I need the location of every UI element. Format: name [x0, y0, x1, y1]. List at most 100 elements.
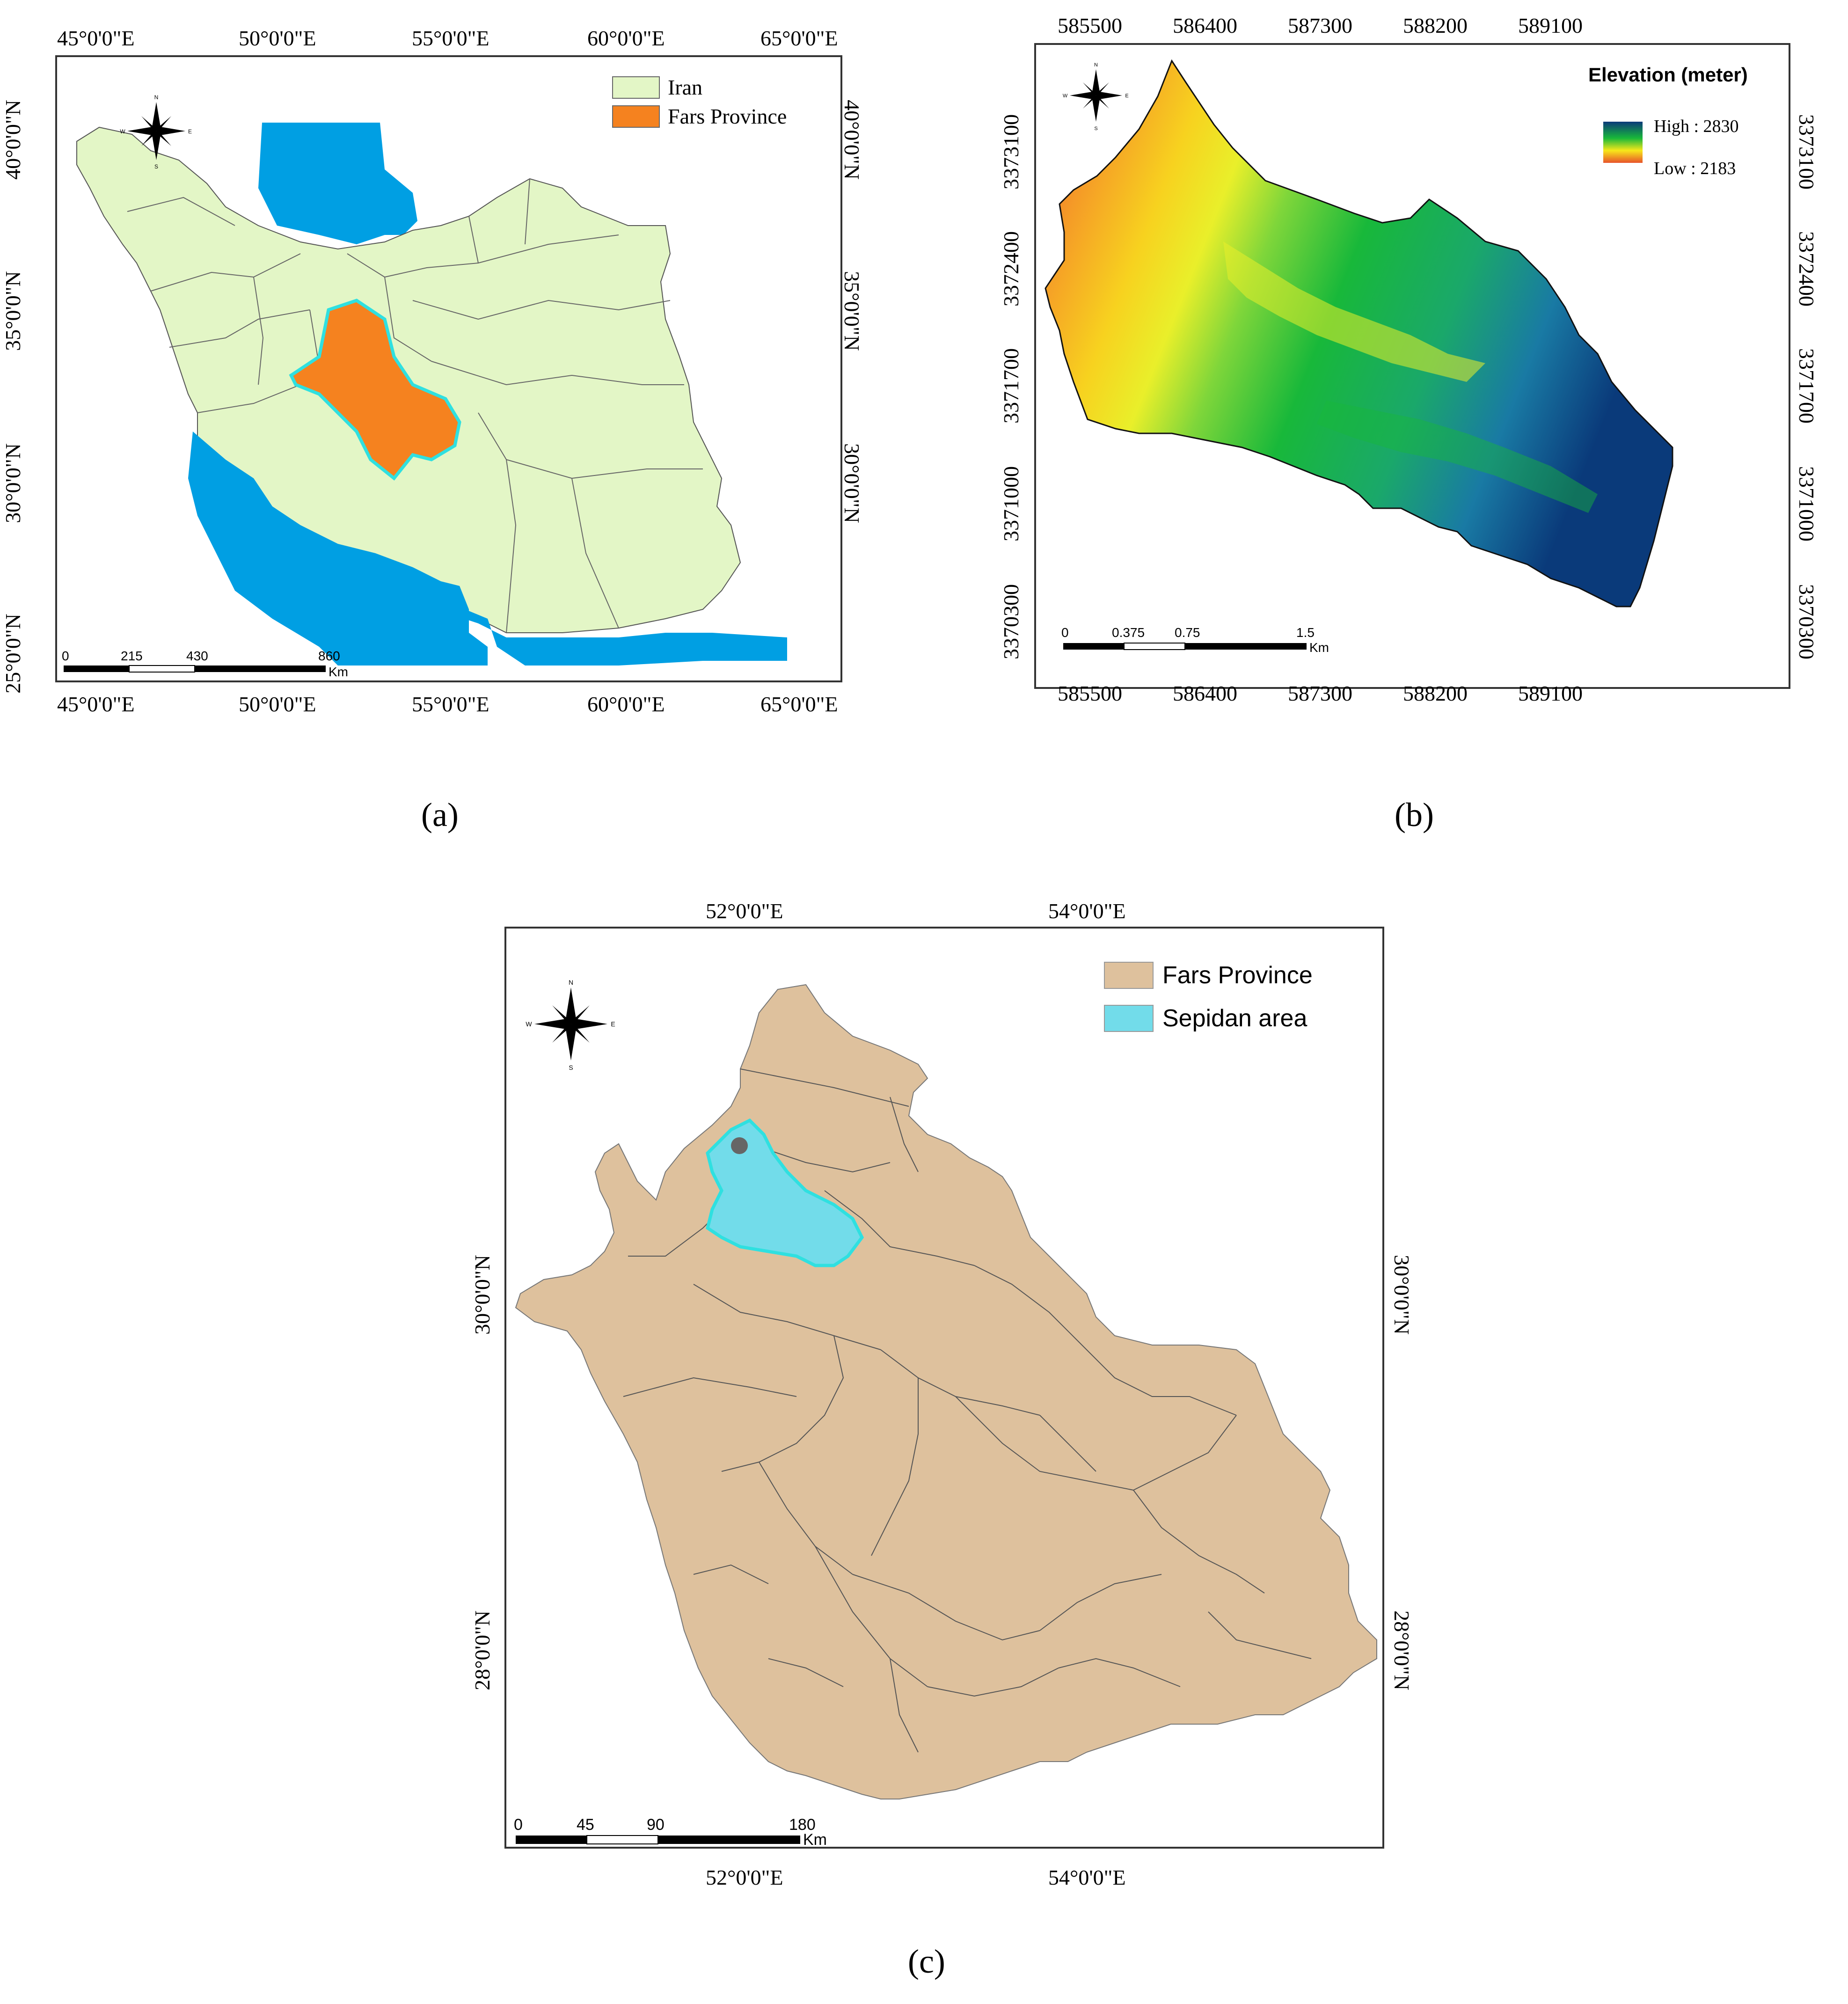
scale-label: 0.75 [1175, 625, 1200, 640]
y-tick-left: 3371700 [999, 348, 1023, 424]
valley-band [1223, 241, 1485, 382]
legend-high: High : 2830 [1654, 117, 1739, 136]
elevation-legend-ramp [1603, 122, 1643, 163]
ridge-band [1317, 401, 1598, 513]
compass-rose-icon: N S E W [120, 94, 192, 170]
lat-tick-right: 30°0'0"N [840, 443, 864, 523]
lat-tick-right: 40°0'0"N [840, 100, 864, 180]
scale-label: 0.375 [1112, 625, 1145, 640]
scale-label: 180 [789, 1816, 816, 1834]
elevation-map: N S E W [1045, 59, 1673, 650]
caption-b: (b) [1395, 796, 1434, 834]
scale-bar-a [64, 665, 326, 673]
scale-bar-b [1063, 643, 1307, 650]
x-tick-top: 588200 [1403, 14, 1468, 37]
scale-unit: Km [803, 1831, 827, 1849]
lon-tick-top: 55°0'0"E [412, 26, 489, 50]
scale-label: 430 [186, 649, 208, 663]
y-tick-right: 3372400 [1795, 231, 1819, 307]
compass-rose-icon: N S E W [526, 979, 615, 1071]
legend-label-sepidan: Sepidan area [1162, 1005, 1307, 1032]
scale-label: 860 [318, 649, 340, 663]
svg-text:E: E [611, 1020, 615, 1028]
lat-tick-left: 25°0'0"N [0, 614, 25, 694]
scale-unit: Km [1309, 640, 1329, 655]
x-tick-bottom: 588200 [1403, 681, 1468, 705]
persian-gulf [193, 432, 787, 666]
lat-tick-left: 40°0'0"N [0, 100, 25, 180]
svg-text:W: W [1063, 93, 1068, 99]
caspian-sea [258, 123, 417, 244]
y-tick-right: 3371000 [1795, 466, 1819, 541]
x-tick-bottom: 589100 [1518, 681, 1583, 705]
svg-text:S: S [154, 163, 158, 170]
y-tick-right: 3371700 [1795, 348, 1819, 424]
lon-tick-bottom: 52°0'0"E [706, 1865, 783, 1889]
lon-tick-top: 52°0'0"E [706, 899, 783, 923]
lon-tick-bottom: 55°0'0"E [412, 692, 489, 716]
x-tick-top: 587300 [1288, 14, 1352, 37]
legend-swatch-iran [612, 76, 660, 99]
svg-text:N: N [1094, 62, 1098, 68]
lon-tick-bottom: 54°0'0"E [1048, 1865, 1126, 1889]
iran-map: N S E W [64, 76, 787, 673]
fars-province [289, 299, 461, 481]
lon-tick-bottom: 65°0'0"E [760, 692, 838, 716]
compass-rose-icon: N S E W [1063, 62, 1129, 132]
y-tick-left: 3370300 [999, 584, 1023, 659]
scale-label: 0 [1061, 625, 1069, 640]
lat-tick-right: 35°0'0"N [840, 271, 864, 351]
lon-tick-top: 54°0'0"E [1048, 899, 1126, 923]
lon-tick-bottom: 45°0'0"E [57, 692, 135, 716]
svg-text:N: N [154, 94, 159, 101]
legend-label-iran: Iran [668, 75, 703, 99]
province-boundaries [127, 178, 703, 633]
svg-text:S: S [569, 1064, 573, 1071]
caption-a: (a) [421, 796, 459, 834]
lon-tick-top: 45°0'0"E [57, 26, 135, 50]
scale-label: 215 [121, 649, 143, 663]
x-tick-top: 586400 [1173, 14, 1237, 37]
y-tick-left: 3373100 [999, 114, 1023, 190]
x-tick-bottom: 585500 [1058, 681, 1122, 705]
legend-swatch-fars [1104, 962, 1154, 989]
study-site-point [731, 1137, 748, 1154]
lat-tick-right: 30°0'0"N [1389, 1255, 1414, 1335]
county-boundaries [623, 1068, 1312, 1753]
fars-map: N S E W [515, 962, 1377, 1844]
legend-label-fars: Fars Province [1162, 962, 1313, 989]
y-tick-right: 3370300 [1795, 584, 1819, 659]
lon-tick-bottom: 60°0'0"E [587, 692, 665, 716]
svg-text:W: W [526, 1020, 532, 1028]
x-tick-bottom: 587300 [1288, 681, 1352, 705]
x-tick-bottom: 586400 [1173, 681, 1237, 705]
scale-unit: Km [329, 665, 348, 679]
scale-label: 45 [577, 1816, 594, 1834]
x-tick-top: 585500 [1058, 14, 1122, 37]
persian-gulf-body [188, 432, 488, 666]
sepidan-area [706, 1118, 864, 1267]
scale-label: 90 [647, 1816, 665, 1834]
caption-c: (c) [908, 1943, 945, 1980]
lon-tick-top: 50°0'0"E [239, 26, 316, 50]
lat-tick-left: 30°0'0"N [470, 1255, 494, 1335]
map-frame-a: N S E W Iran Fars Province 0 215 430 860… [55, 55, 842, 682]
scale-bar-c [516, 1835, 800, 1844]
scale-label: 1.5 [1296, 625, 1315, 640]
lat-tick-left: 30°0'0"N [0, 443, 25, 523]
svg-text:E: E [1125, 93, 1128, 99]
x-tick-top: 589100 [1518, 14, 1583, 37]
scale-label: 0 [514, 1816, 523, 1834]
lon-tick-top: 60°0'0"E [587, 26, 665, 50]
svg-text:N: N [569, 979, 573, 986]
map-frame-c: N S E W Fars Province Sepidan area 0 45 … [504, 927, 1384, 1849]
legend-low: Low : 2183 [1654, 159, 1736, 178]
y-tick-left: 3372400 [999, 231, 1023, 307]
lon-tick-top: 65°0'0"E [760, 26, 838, 50]
scale-label: 0 [62, 649, 69, 663]
y-tick-left: 3371000 [999, 466, 1023, 541]
lat-tick-left: 35°0'0"N [0, 271, 25, 351]
legend-swatch-sepidan [1104, 1005, 1154, 1032]
legend-swatch-fars [612, 105, 660, 128]
map-frame-b: N S E W Elevation (meter) High : 2830 Lo… [1034, 43, 1790, 689]
